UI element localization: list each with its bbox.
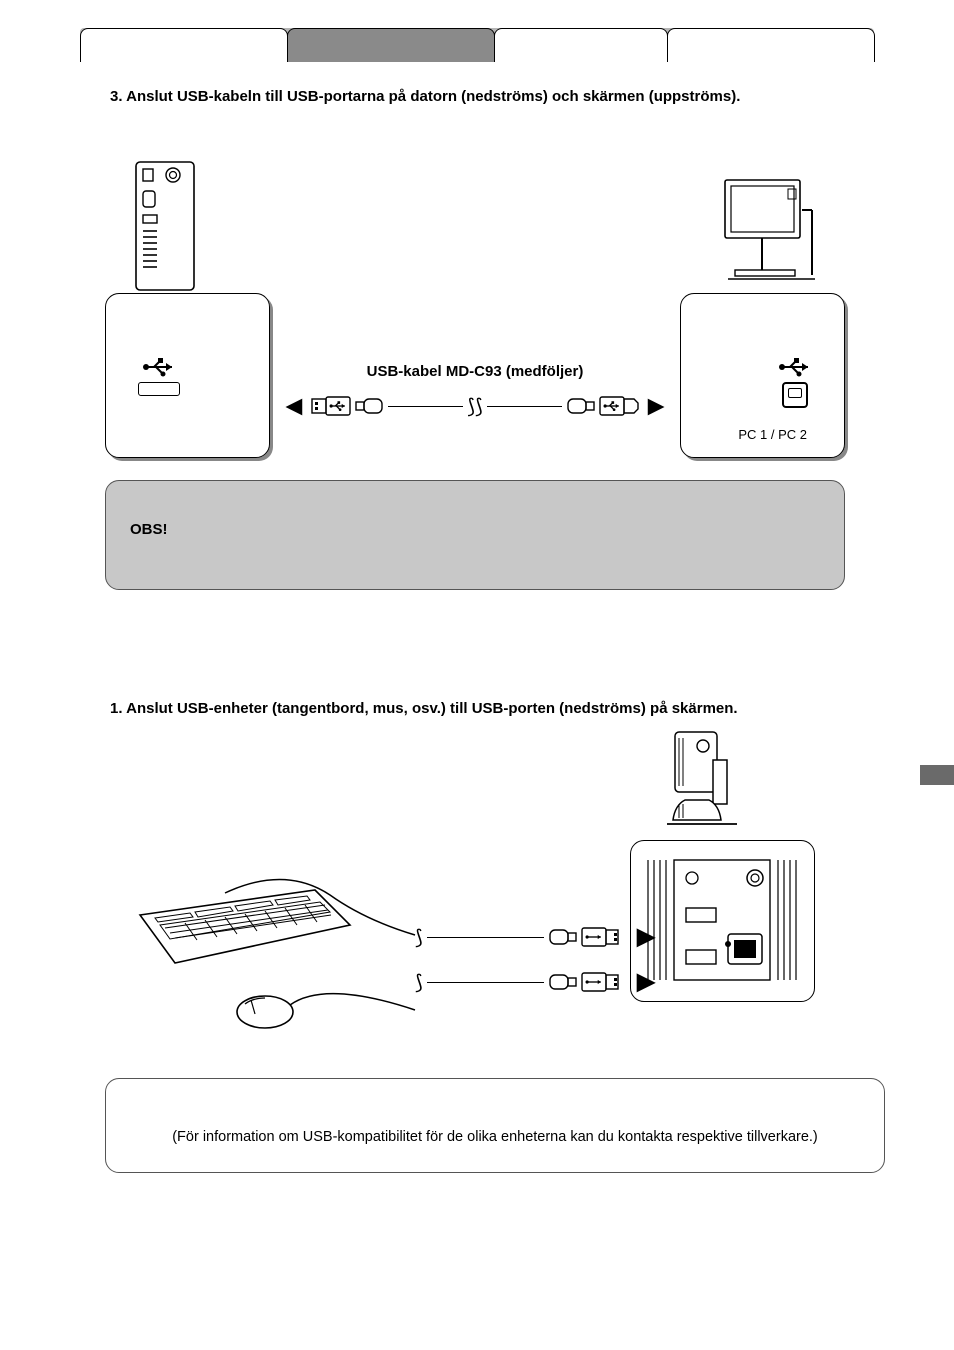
usb-a-port-icon: [138, 382, 180, 396]
mouse-icon: [235, 990, 305, 1030]
cable-wire: [427, 937, 544, 938]
usb-b-port-icon: [782, 382, 808, 408]
monitor-port-label: PC 1 / PC 2: [738, 427, 807, 442]
tab-bar: [80, 28, 874, 62]
info-box: (För information om USB-kompatibilitet f…: [105, 1078, 885, 1173]
page-edge-tab: [920, 765, 954, 785]
arrow-right-icon: ►: [630, 963, 662, 1000]
mouse-cable-row: ⟆: [415, 970, 620, 994]
step3-heading: 3. Anslut USB-kabeln till USB-portarna p…: [110, 86, 884, 107]
arrow-left-icon: ◄: [280, 392, 308, 420]
tab-2[interactable]: [287, 28, 495, 62]
cable-row: ◄ ⟆⟆ ►: [280, 391, 670, 421]
connector-strain-icon: [356, 395, 384, 417]
cable-wire: [487, 406, 562, 407]
info-text: (För information om USB-kompatibilitet f…: [172, 1129, 818, 1145]
cable-wire: [388, 406, 463, 407]
arrow-right-icon: ►: [630, 918, 662, 955]
connection-diagram-2: ⟆ ► ⟆ ►: [135, 730, 815, 1050]
obs-note-box: OBS!: [105, 480, 845, 590]
connector-strain-icon: [548, 971, 576, 993]
usb-a-connector-icon: [312, 395, 352, 417]
tab-4[interactable]: [667, 28, 875, 62]
keyboard-cable-row: ⟆: [415, 925, 620, 949]
tab-3[interactable]: [494, 28, 668, 62]
usb-a-connector-icon: [580, 971, 620, 993]
obs-label: OBS!: [130, 521, 168, 538]
connector-strain-icon: [548, 926, 576, 948]
step1-heading: 1. Anslut USB-enheter (tangentbord, mus,…: [110, 698, 884, 719]
usb-b-connector-icon: [598, 395, 638, 417]
keyboard-icon: [135, 885, 355, 965]
arrow-right-icon: ►: [642, 392, 670, 420]
usb-a-connector-icon: [580, 926, 620, 948]
connection-diagram-1: PC 1 / PC 2 USB-kabel MD-C93 (medföljer)…: [105, 155, 845, 465]
cable-slack-icon: ⟆⟆: [467, 394, 483, 419]
pc-tower-icon: [135, 161, 195, 291]
monitor-icon: [720, 175, 820, 290]
cable-label: USB-kabel MD-C93 (medföljer): [105, 363, 845, 380]
connector-strain-icon: [566, 395, 594, 417]
monitor-back-panel-icon: [640, 850, 805, 990]
cable-slack-icon: ⟆: [415, 970, 423, 995]
monitor-back-icon: [665, 730, 745, 830]
cable-slack-icon: ⟆: [415, 925, 423, 950]
cable-wire: [427, 982, 544, 983]
tab-1[interactable]: [80, 28, 288, 62]
